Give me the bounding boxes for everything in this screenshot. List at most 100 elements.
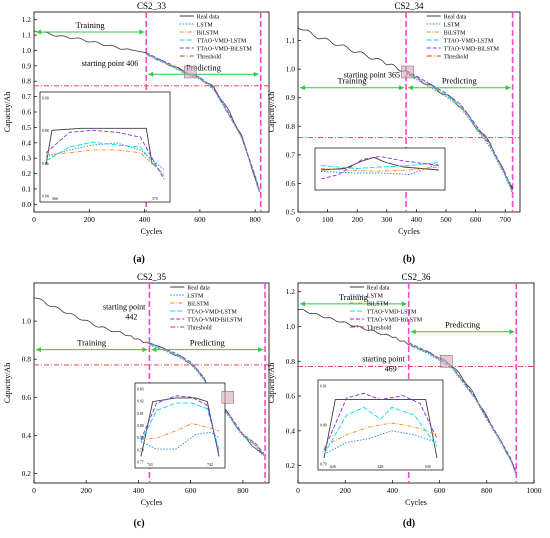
- inset-series-ttao-bilstm: [45, 129, 165, 180]
- x-tick-label: 0: [296, 486, 300, 495]
- legend-label-ttao-bilstm: TTAO-VMD-BiLSTM: [444, 47, 500, 53]
- legend-label-lstm: LSTM: [367, 294, 384, 300]
- start-point-annotation-2: 469: [385, 364, 397, 373]
- legend-label-lstm: LSTM: [187, 294, 204, 300]
- panel-cs2-34: CS2_34 0 100 200 300 400 500 600 700 0.5 0.6 0.7 0.8…: [267, 1, 521, 265]
- panel-label: (c): [133, 518, 144, 529]
- training-arrow-head-left: [36, 347, 41, 353]
- y-tick-label: 0.8: [286, 357, 296, 366]
- x-axis-label: Cycles: [141, 227, 163, 236]
- series-bilstm: [408, 343, 517, 475]
- y-tick-label: 0.4: [22, 431, 32, 440]
- x-tick-label: 300: [381, 215, 393, 224]
- x-tick-label: 200: [81, 486, 93, 495]
- legend-label-ttao-bilstm: TTAO-VMD-BiLSTM: [187, 318, 243, 324]
- legend-label-bilstm: BiLSTM: [367, 302, 389, 308]
- zoom-marker: [401, 65, 414, 79]
- inset-y-tick-label: 0.88: [42, 129, 49, 133]
- x-tick-label: 1000: [527, 486, 542, 495]
- legend-label-ttao-lstm: TTAO-VMD-LSTM: [367, 310, 417, 316]
- inset-y-tick-label: 0.83: [137, 388, 144, 392]
- chart-title: CS2_35: [137, 272, 167, 282]
- panel-label: (a): [133, 254, 145, 265]
- legend-label-lstm: LSTM: [197, 23, 214, 29]
- inset-series-bilstm: [320, 166, 440, 172]
- inset-series-ttao-bilstm: [323, 392, 438, 451]
- series-ttao-bilstm: [146, 52, 260, 190]
- inset-series-lstm: [320, 163, 440, 175]
- inset-series-real: [45, 127, 153, 165]
- x-tick-label: 400: [139, 215, 151, 224]
- legend-label-real: Real data: [367, 286, 390, 292]
- y-tick-label: 1.0: [286, 65, 296, 74]
- y-tick-label: 0.4: [286, 426, 296, 435]
- legend-label-ttao-lstm: TTAO-VMD-LSTM: [187, 310, 237, 316]
- start-point-annotation: starting point 406: [82, 59, 138, 68]
- y-tick-label: 1.1: [286, 36, 296, 45]
- zoom-marker: [440, 355, 453, 368]
- y-tick-label: 0.1: [22, 184, 32, 193]
- start-point-annotation: starting point 365: [344, 71, 400, 80]
- inset-box: [39, 91, 171, 203]
- x-tick-label: 400: [411, 215, 423, 224]
- legend-label-bilstm: BiLSTM: [197, 31, 219, 37]
- series-lstm: [408, 344, 517, 476]
- y-tick-label: 0.6: [286, 392, 296, 401]
- legend-label-threshold: Threshold: [187, 326, 211, 332]
- predicting-arrow-head-left: [148, 71, 154, 77]
- inset-series-bilstm: [45, 149, 165, 175]
- inset-series-ttao-lstm: [323, 406, 438, 455]
- legend-label-bilstm: BiLSTM: [444, 31, 466, 37]
- y-tick-label: 0.8: [286, 122, 296, 131]
- x-tick-label: 600: [470, 215, 482, 224]
- training-arrow-head-right: [139, 29, 145, 35]
- x-axis-label: Cycles: [398, 227, 420, 236]
- legend-label-threshold: Threshold: [367, 326, 391, 332]
- x-tick-label: 600: [194, 215, 206, 224]
- inset-series-bilstm: [323, 422, 438, 447]
- training-arrow-head-left: [300, 85, 305, 91]
- inset-x-tick-label: 742: [207, 463, 213, 467]
- y-tick-label: 1.1: [22, 31, 32, 40]
- zoom-marker: [221, 391, 234, 404]
- inset-box: [317, 379, 444, 471]
- inset-x-tick-label: 570: [152, 197, 158, 201]
- x-tick-label: 800: [237, 486, 249, 495]
- inset-y-tick-label: 0.84: [42, 195, 49, 199]
- inset-y-tick-label: 0.81: [137, 412, 144, 416]
- start-point-annotation-1: starting point: [362, 354, 405, 363]
- inset-y-tick-label: 0.86: [42, 162, 49, 166]
- predicting-label: Predicting: [186, 62, 222, 72]
- training-arrow-head-right: [401, 301, 407, 307]
- x-tick-label: 200: [340, 486, 352, 495]
- x-tick-label: 0: [32, 215, 36, 224]
- predicting-arrow-head-left: [410, 329, 416, 335]
- predicting-label: Predicting: [445, 320, 481, 330]
- y-tick-label: 0.7: [22, 92, 32, 101]
- y-tick-label: 0.5: [286, 208, 296, 217]
- start-point-annotation-1: starting point: [103, 303, 146, 312]
- legend-label-ttao-lstm: TTAO-VMD-LSTM: [197, 39, 247, 45]
- legend-label-threshold: Threshold: [444, 55, 468, 61]
- y-tick-label: 0.2: [22, 169, 32, 178]
- inset-x-tick-label: 630: [425, 465, 431, 469]
- y-tick-label: 0.3: [22, 154, 32, 163]
- predicting-arrow-head-left: [151, 347, 157, 353]
- y-axis-label: Capacity/Ah: [3, 363, 12, 403]
- y-tick-label: 0.8: [22, 77, 32, 86]
- legend-label-lstm: LSTM: [444, 23, 461, 29]
- training-label: Training: [338, 76, 368, 86]
- y-tick-label: 0.5: [22, 123, 32, 132]
- y-axis-label: Capacity/Ah: [267, 363, 276, 403]
- inset-y-tick-label: 0.80: [320, 424, 327, 428]
- inset-y-tick-label: 0.79: [320, 463, 327, 467]
- panel-cs2-35: CS2_35 0 200 400 600 800 0.2 0.4 0.6 0.8 1.0 Cycles…: [3, 272, 270, 529]
- x-tick-label: 500: [440, 215, 452, 224]
- legend-label-ttao-bilstm: TTAO-VMD-BiLSTM: [197, 47, 253, 53]
- chart-title: CS2_34: [394, 1, 424, 11]
- predicting-arrow-head-right: [509, 329, 515, 335]
- x-tick-label: 0: [32, 486, 36, 495]
- series-ttao-lstm: [146, 52, 260, 191]
- predicting-label: Predicting: [190, 338, 226, 348]
